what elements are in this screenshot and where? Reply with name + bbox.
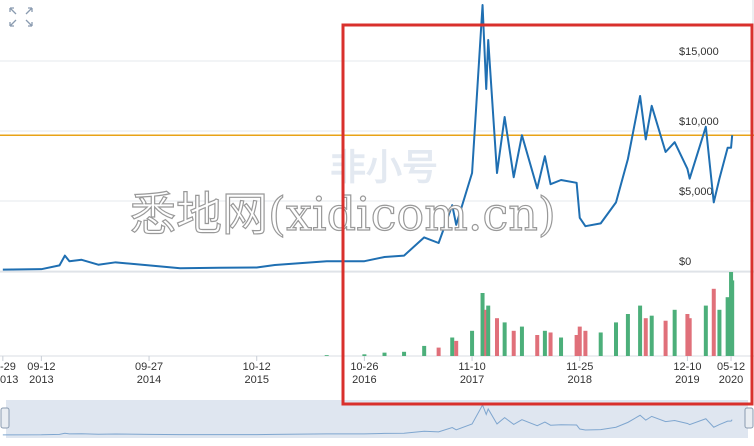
x-tick-label: 09-12 (27, 361, 55, 373)
volume-bar (422, 345, 427, 356)
y-tick-label: $15,000 (679, 46, 719, 58)
volume-bar (436, 347, 441, 356)
x-tick-label: 2019 (675, 374, 699, 386)
volume-bar (663, 320, 668, 356)
volume-bar (577, 326, 582, 356)
x-tick-label: 2014 (137, 374, 161, 386)
x-tick-label: 10-12 (243, 361, 271, 373)
volume-bar (711, 288, 716, 356)
volume-bar (542, 330, 547, 356)
x-tick-label: 11-25 (566, 361, 593, 373)
x-tick-label: 2018 (567, 374, 591, 386)
x-tick-label: 2013 (29, 374, 53, 386)
expand-icon[interactable] (9, 7, 33, 27)
x-tick-label: 2017 (460, 374, 484, 386)
volume-bar (324, 355, 329, 356)
volume-bar (672, 309, 677, 356)
x-tick-label: 2016 (352, 374, 376, 386)
volume-bar (643, 318, 648, 356)
y-tick-label: $5,000 (679, 186, 713, 198)
y-tick-label: $0 (679, 256, 691, 268)
volume-bar (470, 330, 475, 356)
volume-bar (382, 352, 387, 356)
volume-bar (519, 326, 524, 356)
navigator[interactable] (6, 400, 748, 438)
price-line (2, 4, 734, 271)
x-tick-label: 10-26 (350, 361, 378, 373)
volume-bar (730, 280, 735, 356)
logo-watermark: 非小号 (330, 147, 438, 188)
volume-bar (535, 335, 540, 356)
navigator-handle-right[interactable] (744, 407, 754, 429)
volume-bar (480, 293, 485, 356)
x-tick-label: 05-12 (717, 361, 745, 373)
x-tick-label: 12-10 (673, 361, 701, 373)
volume-bar (717, 309, 722, 356)
volume-bar (625, 314, 630, 356)
navigator-line (2, 403, 733, 436)
volume-bar (486, 305, 491, 356)
highlight-box (341, 23, 754, 406)
volume-bar (574, 335, 579, 356)
volume-bar (362, 354, 367, 356)
volume-bar (649, 315, 654, 356)
x-tick-label: 2020 (719, 374, 743, 386)
volume-bar (725, 297, 730, 356)
volume-bar (583, 330, 588, 356)
x-tick-label: 09-27 (135, 361, 163, 373)
y-tick-label: $10,000 (679, 116, 719, 128)
x-tick-label: 11-10 (458, 361, 485, 373)
volume-bar (687, 318, 692, 356)
x-tick-label: -29 (0, 361, 16, 373)
volume-bar (494, 318, 499, 356)
volume-bar (559, 337, 564, 356)
volume-bar (703, 305, 708, 356)
volume-bar (511, 330, 516, 356)
volume-bar (548, 332, 553, 356)
navigator-handle-left[interactable] (0, 407, 10, 429)
volume-bar (402, 351, 407, 356)
x-tick-label: 2015 (244, 374, 268, 386)
volume-bar (685, 314, 690, 356)
volume-bar (638, 305, 643, 356)
volume-bar (454, 340, 459, 356)
volume-bar (614, 322, 619, 356)
volume-bar (502, 322, 507, 356)
volume-bar (450, 337, 455, 356)
volume-bar (598, 332, 603, 356)
x-tick-label: 013 (0, 374, 18, 386)
